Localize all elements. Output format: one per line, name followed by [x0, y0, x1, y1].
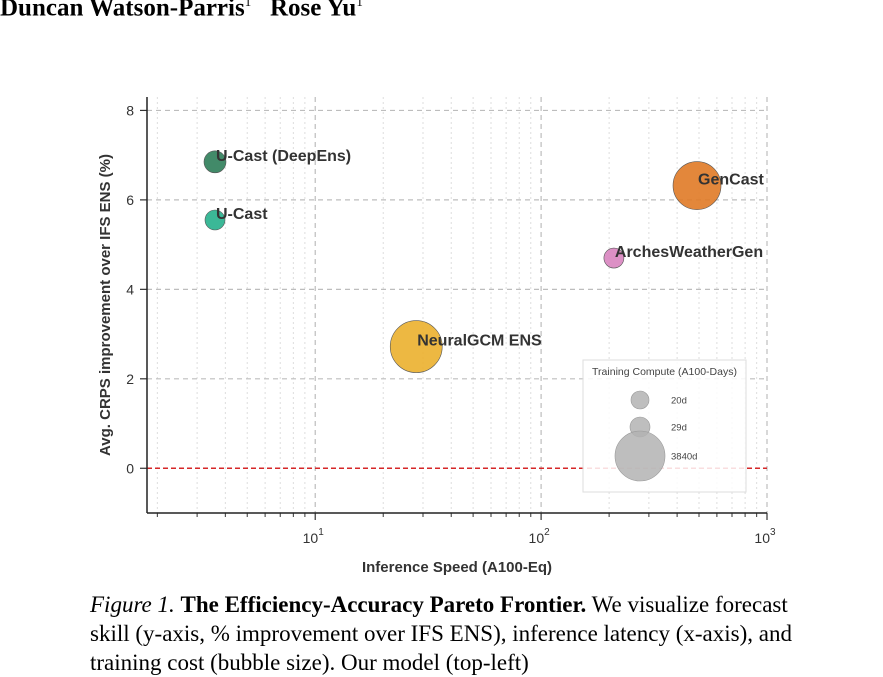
legend-bubble — [614, 430, 666, 482]
x-tick-label: 101 — [303, 527, 325, 546]
legend-title: Training Compute (A100-Days) — [592, 366, 737, 378]
x-tick-exponent: 2 — [544, 527, 550, 538]
figure-title: The Efficiency-Accuracy Pareto Frontier. — [180, 592, 587, 617]
y-tick-label: 4 — [126, 281, 134, 297]
data-label: ArchesWeatherGen — [615, 244, 763, 261]
data-bubble — [603, 247, 625, 269]
caption-text: We visualize forecast skill (y-axis, % i… — [90, 592, 792, 675]
data-label: U-Cast — [216, 206, 268, 223]
data-label: U-Cast (DeepEns) — [216, 148, 351, 165]
data-bubble — [204, 209, 226, 231]
y-tick-label: 0 — [126, 460, 134, 476]
author-line: Duncan Watson-Parris1 Rose Yu1 — [0, 0, 363, 22]
legend-entry-label: 29d — [671, 423, 687, 434]
x-tick-exponent: 1 — [318, 527, 324, 538]
data-bubble — [389, 320, 443, 373]
data-label: NeuralGCM ENS — [417, 333, 542, 350]
x-tick-label: 102 — [529, 527, 551, 546]
affiliation-mark: 1 — [244, 0, 252, 9]
data-bubble — [672, 161, 722, 210]
y-tick-label: 2 — [126, 371, 134, 387]
data-label: GenCast — [698, 172, 764, 189]
legend-bubble — [630, 390, 650, 410]
legend-entry-label: 3840d — [671, 452, 697, 463]
affiliation-mark: 1 — [356, 0, 363, 9]
pareto-bubble-chart: 101 102 103 0 2 4 6 8 U-Cast (DeepEns) U-Cast Gen… — [97, 97, 776, 576]
data-points: U-Cast (DeepEns) U-Cast GenCast ArchesWeath… — [203, 148, 764, 373]
figure-caption: Figure 1. The Efficiency-Accuracy Pareto… — [90, 590, 810, 677]
author-name: Rose Yu — [269, 0, 357, 22]
x-axis-label: Inference Speed (A100-Eq) — [362, 559, 552, 576]
x-tick-exponent: 3 — [770, 527, 776, 538]
legend-box — [582, 359, 747, 493]
data-bubble — [203, 150, 227, 174]
y-tick-label: 8 — [126, 102, 134, 118]
y-axis-label: Avg. CRPS improvement over IFS ENS (%) — [97, 154, 114, 456]
figure-label: Figure 1. — [90, 592, 175, 617]
x-tick-label: 103 — [754, 527, 776, 546]
author-name: Duncan Watson-Parris — [0, 0, 245, 22]
legend: Training Compute (A100-Days) 20d 29d 3840d — [582, 359, 747, 493]
legend-entry-label: 20d — [671, 396, 687, 407]
y-tick-label: 6 — [126, 192, 134, 208]
